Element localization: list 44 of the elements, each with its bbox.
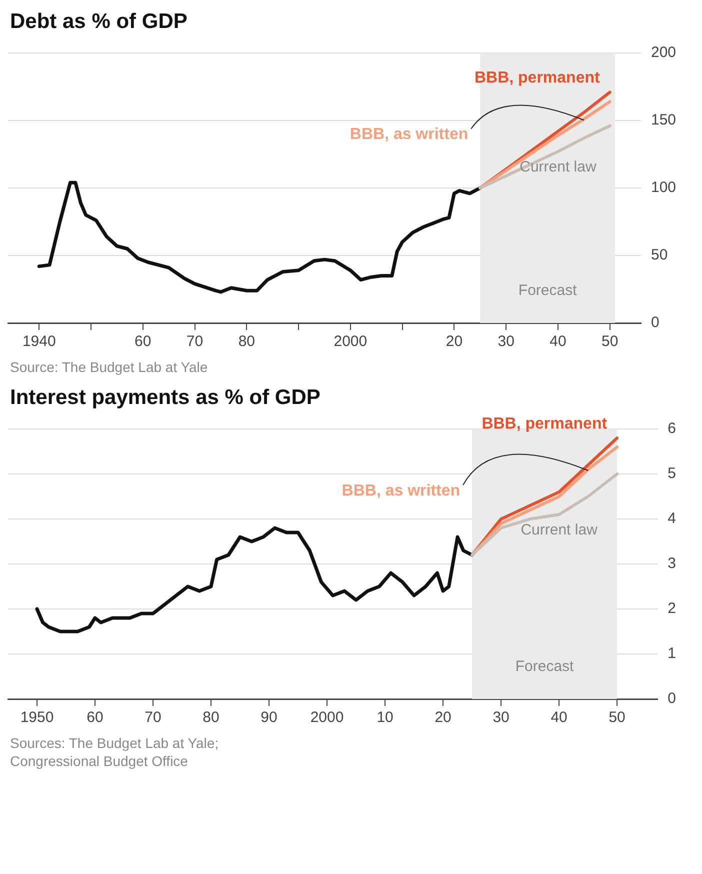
x-tick-label: 50 <box>608 709 626 726</box>
x-tick-label: 60 <box>134 333 152 350</box>
source-note: Sources: The Budget Lab at Yale; Congressional Budget Office <box>9 734 220 770</box>
y-tick-label: 50 <box>650 246 668 264</box>
x-tick-label: 30 <box>492 709 510 726</box>
x-tick-label: 70 <box>144 709 162 726</box>
series-label: BBB, permanent <box>482 415 608 432</box>
x-tick-label: 80 <box>202 709 220 726</box>
band-label: Forecast <box>518 282 578 299</box>
x-tick-label: 30 <box>498 333 514 350</box>
x-tick-label: 40 <box>550 333 566 350</box>
x-tick-label: 60 <box>86 709 104 726</box>
x-tick-label: 10 <box>376 709 394 726</box>
y-tick-label: 150 <box>650 112 676 129</box>
y-tick-label: 0 <box>650 314 660 332</box>
x-tick-label: 2000 <box>334 333 368 350</box>
chart-title: Interest payments as % of GDP <box>9 385 322 410</box>
text: BBB, as written <box>350 126 468 144</box>
band-label: Forecast <box>515 658 575 675</box>
x-tick-label: 2000 <box>310 709 344 726</box>
x-tick-label: 1940 <box>22 333 56 350</box>
x-tick-label: 70 <box>186 333 204 350</box>
series-label: Current law <box>520 522 598 539</box>
y-tick-label: 0 <box>668 690 676 708</box>
series-label: Current law <box>520 158 596 176</box>
text: BBB, as written <box>342 482 460 500</box>
chart-title: Debt as % of GDP <box>9 9 188 34</box>
x-tick-label: 40 <box>550 709 568 726</box>
source-note: Source: The Budget Lab at Yale <box>9 358 209 376</box>
y-tick-label: 6 <box>668 420 676 438</box>
series-label: BBB, permanent <box>474 70 601 87</box>
x-tick-label: 80 <box>238 333 256 350</box>
x-tick-label: 90 <box>260 709 278 726</box>
y-tick-label: 1 <box>668 645 676 662</box>
x-tick-label: 20 <box>434 709 452 726</box>
y-tick-label: 4 <box>668 510 676 528</box>
x-tick-label: 50 <box>602 333 618 350</box>
x-tick-label: 1950 <box>20 709 54 726</box>
y-tick-label: 200 <box>650 44 676 62</box>
y-tick-label: 2 <box>668 600 676 618</box>
x-tick-label: 20 <box>446 333 463 350</box>
y-tick-label: 5 <box>668 465 676 482</box>
y-tick-label: 3 <box>668 555 676 572</box>
y-tick-label: 100 <box>650 179 676 196</box>
